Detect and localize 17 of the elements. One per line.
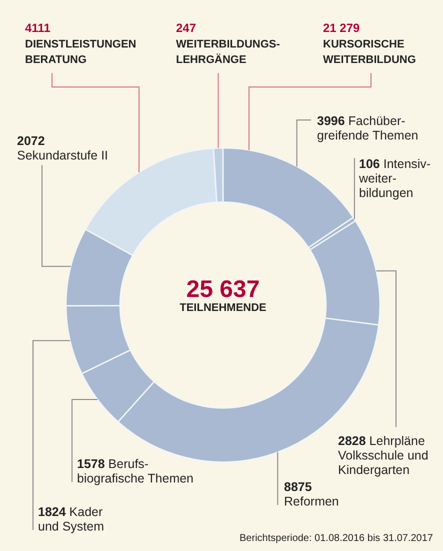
data-label: 4111 (25, 21, 51, 35)
text: 25 637 (186, 276, 260, 303)
slice-label: WEITERBILDUNGS- LEHRGÄNGE (176, 38, 280, 66)
slice-label: Reformen (284, 494, 339, 508)
text: Berichtsperiode: 01.08.2016 bis 31.07.2017 (240, 533, 434, 544)
slice-label: DIENSTLEISTUNGEN BERATUNG (25, 38, 136, 66)
data-label: 2828 (338, 434, 366, 448)
slice-label: Sekundarstufe II (17, 148, 108, 162)
data-label: 106 (359, 157, 380, 171)
data-label: 1824 (38, 505, 66, 519)
data-label: 2072 (17, 134, 45, 148)
text: 21 279 KURSORISCHE WEITERBILDUNG (323, 21, 416, 66)
text: TEILNEHMENDE (180, 302, 266, 314)
data-label: 247 (176, 21, 196, 35)
data-label: 1578 (77, 457, 105, 471)
data-label: 8875 (284, 480, 312, 494)
data-label: 3996 (317, 114, 345, 128)
